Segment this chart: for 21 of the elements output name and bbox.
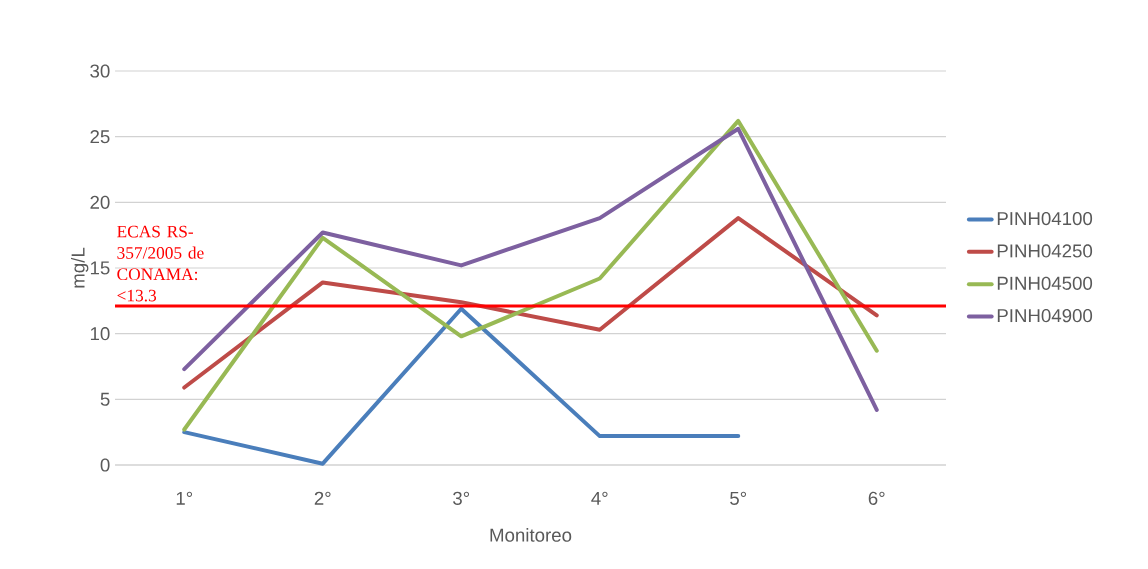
x-tick-label: 4° [591,491,608,505]
y-tick-label: 15 [90,261,110,275]
y-tick-label: 5 [100,392,110,406]
y-tick-label: 10 [90,327,110,341]
legend-label: PINH04250 [997,244,1093,258]
x-tick-label: 6° [868,491,885,505]
y-tick-label: 25 [90,130,110,144]
x-axis-title: Monitoreo [490,528,572,542]
y-tick-label: 0 [100,458,110,472]
x-tick-label: 1° [176,491,193,505]
legend-label: PINH04900 [997,309,1093,323]
y-axis-title: mg/L [70,247,89,288]
legend-label: PINH04500 [997,276,1093,290]
y-tick-label: 30 [90,64,110,78]
legend-label: PINH04100 [997,211,1093,226]
x-tick-label: 5° [730,491,747,505]
y-tick-label: 20 [90,195,110,209]
ref-line-label: ECAS RS-357/2005 de CONAMA: <13.3 [117,225,204,302]
line-series [182,306,741,466]
x-tick-label: 2° [314,491,331,505]
x-tick-label: 3° [453,491,470,505]
